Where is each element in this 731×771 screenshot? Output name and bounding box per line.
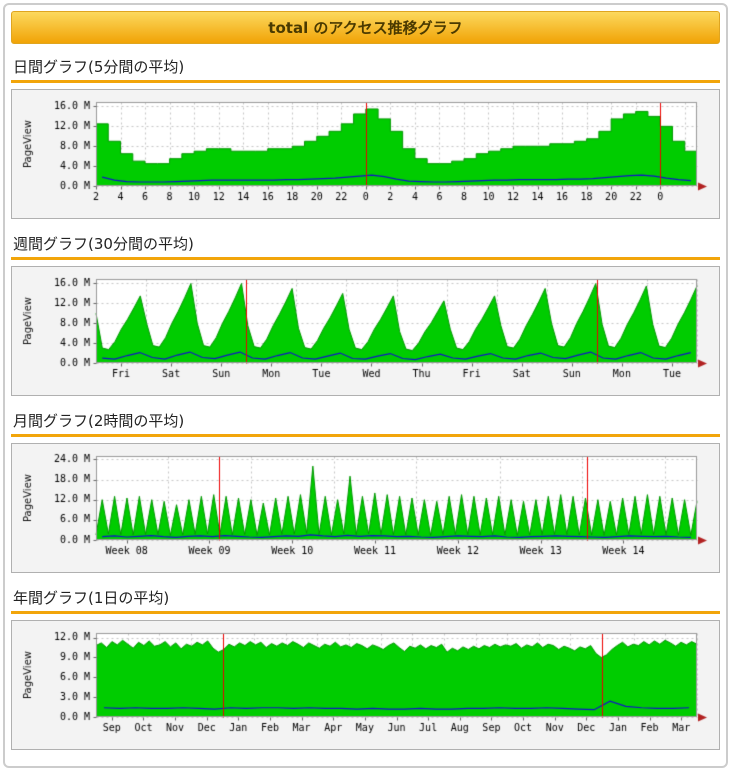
section-yearly: 年間グラフ(1日の平均) <box>11 583 720 750</box>
weekly-graph-canvas <box>16 271 713 391</box>
section-monthly: 月間グラフ(2時間の平均) <box>11 406 720 573</box>
page-container: total のアクセス推移グラフ 日間グラフ(5分間の平均) 週間グラフ(30分… <box>3 3 728 768</box>
daily-graph-box <box>11 89 720 219</box>
daily-graph-canvas <box>16 94 713 214</box>
section-title-yearly: 年間グラフ(1日の平均) <box>11 583 720 614</box>
yearly-graph-canvas <box>16 625 713 745</box>
section-title-weekly: 週間グラフ(30分間の平均) <box>11 229 720 260</box>
monthly-graph-canvas <box>16 448 713 568</box>
monthly-graph-box <box>11 443 720 573</box>
section-title-daily: 日間グラフ(5分間の平均) <box>11 52 720 83</box>
weekly-graph-box <box>11 266 720 396</box>
section-daily: 日間グラフ(5分間の平均) <box>11 52 720 219</box>
section-weekly: 週間グラフ(30分間の平均) <box>11 229 720 396</box>
yearly-graph-box <box>11 620 720 750</box>
section-title-monthly: 月間グラフ(2時間の平均) <box>11 406 720 437</box>
page-title: total のアクセス推移グラフ <box>11 11 720 44</box>
